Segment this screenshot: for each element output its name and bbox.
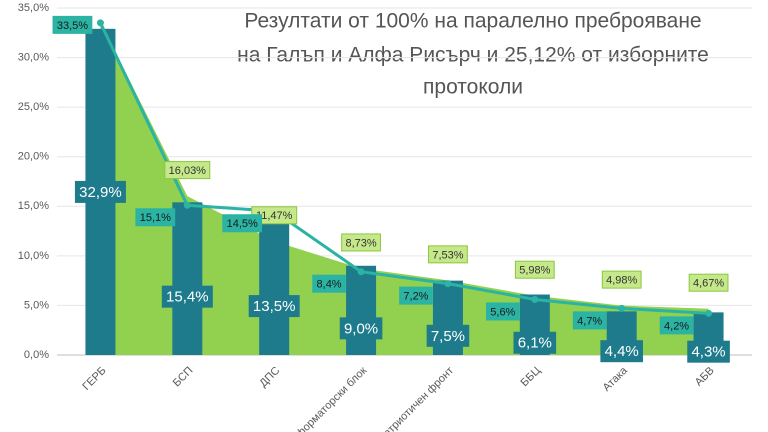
data-label-box [341,233,381,252]
y-tick-label: 20,0% [18,151,49,163]
data-label: 9,0% [344,320,378,337]
data-label-box [514,260,555,279]
line-point [618,304,626,312]
data-label: 4,7% [577,315,602,327]
data-label: 16,03% [169,165,207,177]
y-tick-label: 25,0% [18,101,49,113]
data-label-box [659,316,694,335]
bar [259,221,290,355]
data-label-box [428,245,468,264]
data-label-box [426,324,470,347]
data-label: 5,6% [490,306,515,318]
x-tick-label: ДПС [257,365,282,390]
y-tick-label: 30,0% [18,51,49,63]
data-label: 33,5% [57,20,88,32]
data-label: 14,5% [227,218,258,230]
data-label-box [164,161,211,180]
data-label: 4,2% [664,320,689,332]
data-label: 4,67% [693,278,724,290]
data-label-box [485,302,520,321]
data-label: 7,53% [432,249,463,261]
line-point [96,19,104,27]
line-point [531,295,539,303]
data-label-box [601,270,642,289]
data-label-box [600,340,643,363]
line-point [357,268,365,276]
y-tick-label: 5,0% [24,299,49,311]
data-label-box [399,286,433,305]
x-tick-label: Реформаторски блок [285,365,370,432]
y-tick-label: 35,0% [18,2,49,14]
x-tick-label: Атака [601,364,631,394]
x-tick-label: ГЕРБ [80,365,108,393]
layer [100,21,709,355]
data-label: 7,5% [431,328,465,345]
line-point [705,309,713,317]
data-label: 13,5% [253,298,296,315]
data-label: 4,98% [606,275,637,287]
chart-title: Резултати от 100% на паралелно преброява… [244,10,701,33]
data-label-box [687,340,730,363]
data-label: 8,4% [317,279,342,291]
area [100,21,709,355]
data-label-box [222,214,263,233]
data-label: 15,4% [166,289,209,306]
data-label: 7,2% [403,291,428,303]
data-label: 4,4% [605,343,639,360]
y-tick-label: 15,0% [18,200,49,212]
chart-title: на Галъп и Алфа Рисърч и 25,12% от избор… [237,44,709,67]
data-label-box [135,208,176,227]
data-label: 32,9% [79,184,122,201]
line [99,22,709,315]
bar [172,202,203,355]
x-tick-label: АБВ [693,365,717,389]
layer [96,19,713,317]
data-label-box [572,311,607,330]
data-label-box [52,15,93,34]
layer: 16,03% 11,47% 8,73% 7,53% 5,98% 4,98% 4,67% 32,… [52,15,730,363]
data-label-box [312,274,346,293]
data-label-box [513,331,557,354]
data-label: 11,47% [256,210,293,222]
data-label: 8,73% [345,237,376,249]
y-tick-label: 10,0% [18,250,49,262]
x-tick-label: ББЦ [519,365,543,389]
chart-title: протоколи [423,76,523,99]
data-label-box [339,317,383,340]
data-label: 4,3% [691,344,725,361]
data-label-box [161,285,213,308]
data-label: 15,1% [140,212,171,224]
y-tick-label: 0,0% [24,349,49,361]
line-point [444,280,452,288]
data-label: 5,98% [519,265,550,277]
data-label-box [74,180,126,203]
data-label-box [688,273,729,292]
line-point [183,201,191,209]
data-label-box [248,295,300,318]
data-label: 6,1% [518,335,552,352]
bar [346,265,377,355]
x-tick-label: Патриотичен фронт [376,365,456,432]
x-tick-label: БСП [171,365,196,390]
